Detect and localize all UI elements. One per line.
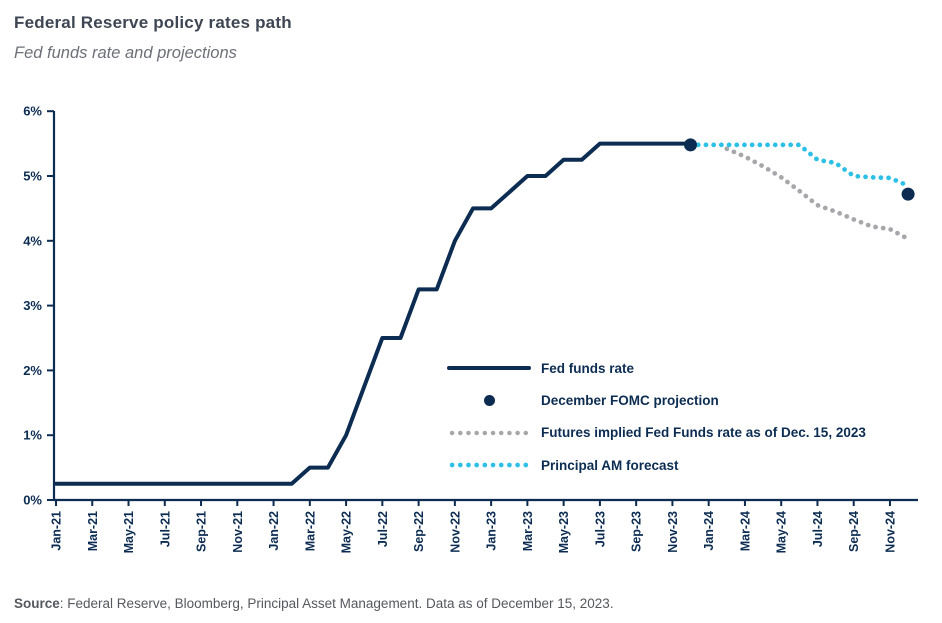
legend-item-principal-forecast: Principal AM forecast <box>441 449 866 481</box>
source-label: Source <box>14 596 60 611</box>
legend-label-fomc-projection: December FOMC projection <box>541 393 719 409</box>
x-tick-label: Sep-21 <box>195 511 209 552</box>
x-tick-label: Jul-21 <box>158 511 172 547</box>
legend-label-fed-funds-rate: Fed funds rate <box>541 360 635 376</box>
legend-item-fed-funds-rate: Fed funds rate <box>441 352 866 384</box>
x-tick-label: Nov-24 <box>883 511 897 553</box>
x-tick-label: Nov-21 <box>231 511 245 553</box>
x-tick-label: Jul-24 <box>811 511 825 547</box>
x-tick-label: May-22 <box>340 511 354 553</box>
x-tick-label: May-21 <box>122 511 136 553</box>
x-tick-label: Sep-24 <box>847 511 861 552</box>
x-tick-label: Mar-22 <box>303 511 317 551</box>
x-tick-label: Sep-22 <box>412 511 426 552</box>
y-tick-label: 0% <box>23 493 42 508</box>
y-tick-label: 6% <box>23 104 42 119</box>
fomc-projection-dot <box>684 138 697 152</box>
x-tick-label: May-23 <box>557 511 571 553</box>
series-futures-implied-fed-funds-rate-as-of-dec-15-2023 <box>724 146 911 242</box>
x-tick-label: Sep-23 <box>630 511 644 552</box>
y-tick-label: 3% <box>23 298 42 313</box>
x-tick-label: Mar-23 <box>521 511 535 551</box>
chart-legend: Fed funds rate December FOMC projection … <box>441 352 866 482</box>
chart-subtitle: Fed funds rate and projections <box>14 44 237 62</box>
cyan-dotted-swatch <box>448 462 530 469</box>
solid-line-swatch <box>447 366 531 371</box>
x-tick-label: Nov-23 <box>666 511 680 553</box>
x-tick-label: Jan-21 <box>50 511 64 551</box>
x-tick-label: Jul-22 <box>376 511 390 547</box>
y-tick-label: 5% <box>23 169 42 184</box>
legend-item-futures-implied: Futures implied Fed Funds rate as of Dec… <box>441 417 866 449</box>
x-tick-label: Jan-22 <box>267 511 281 551</box>
y-tick-label: 4% <box>23 233 42 248</box>
legend-item-fomc-projection: December FOMC projection <box>441 384 866 416</box>
y-tick-label: 2% <box>23 363 42 378</box>
legend-label-futures-implied: Futures implied Fed Funds rate as of Dec… <box>541 425 866 441</box>
x-tick-label: Jul-23 <box>593 511 607 547</box>
source-text: : Federal Reserve, Bloomberg, Principal … <box>59 596 614 611</box>
x-tick-label: Mar-24 <box>738 511 752 551</box>
page-title: Federal Reserve policy rates path <box>14 13 292 32</box>
source-note: Source: Federal Reserve, Bloomberg, Prin… <box>14 596 614 611</box>
fomc-projection-dot <box>901 187 915 201</box>
legend-label-principal-forecast: Principal AM forecast <box>541 457 679 473</box>
x-tick-label: Mar-21 <box>86 511 100 551</box>
x-tick-label: Nov-22 <box>448 511 462 553</box>
series-fed-funds-rate <box>54 141 693 486</box>
x-tick-label: Jan-23 <box>485 511 499 551</box>
dot-swatch <box>483 395 495 407</box>
x-tick-label: Jan-24 <box>702 511 716 551</box>
gray-dotted-swatch <box>448 429 530 436</box>
y-tick-label: 1% <box>23 428 42 443</box>
series-principal-am-forecast <box>688 142 911 189</box>
x-tick-label: May-24 <box>775 511 789 553</box>
